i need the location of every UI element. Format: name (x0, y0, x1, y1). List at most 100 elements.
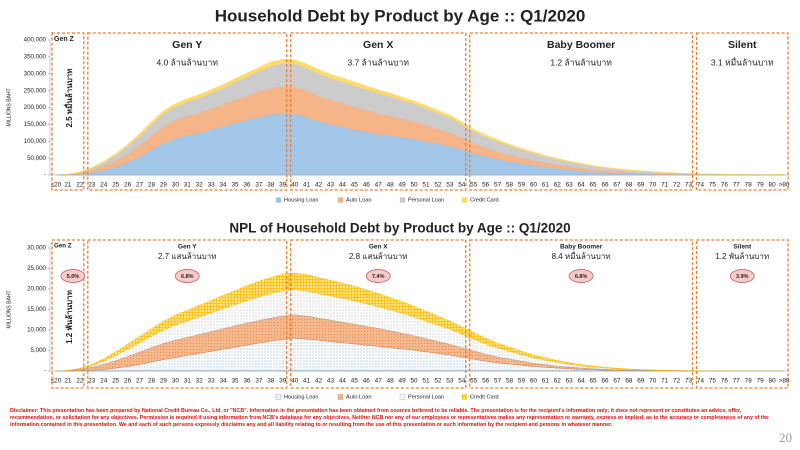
legend-label: Personal Loan (408, 394, 444, 400)
x-tick-label: 66 (601, 378, 609, 385)
area-3 (55, 59, 785, 176)
x-tick-label: 45 (351, 378, 359, 385)
generation-name: Gen Y (178, 244, 197, 251)
x-tick-label: 70 (649, 182, 657, 189)
x-tick-label: 43 (327, 182, 335, 189)
y-tick-label: 400,000 (24, 37, 47, 44)
x-tick-label: 45 (351, 182, 359, 189)
x-tick-label: 25 (112, 182, 120, 189)
x-tick-label: 28 (148, 378, 156, 385)
x-tick-label: 29 (160, 182, 168, 189)
x-tick-label: ≤20 (51, 378, 62, 385)
x-tick-label: 27 (136, 378, 144, 385)
x-tick-label: 33 (208, 378, 216, 385)
generation-amount: 3.7 ล้านล้านบาท (347, 57, 409, 67)
chart-title: NPL of Household Debt by Product by Age … (229, 221, 570, 236)
generation-box (469, 32, 694, 191)
y-axis-title: MILLIONS BAHT (6, 290, 12, 328)
generation-amount: 1.2 พันล้านบาท (64, 290, 74, 344)
y-tick-label: 300,000 (24, 70, 47, 77)
npl-ratio-label: 6.8% (575, 274, 588, 280)
x-tick-label: 77 (733, 378, 741, 385)
x-tick-label: 65 (590, 182, 598, 189)
x-tick-label: 25 (112, 378, 120, 385)
x-tick-label: 66 (601, 182, 609, 189)
generation-amount: 2.5 หมื่นล้านบาท (63, 68, 74, 127)
generation-name: Silent (733, 244, 752, 251)
generation-box (290, 32, 467, 191)
x-tick-label: 61 (542, 182, 550, 189)
generation-amount: 1.2 พันล้านบาท (715, 252, 769, 261)
npl-ratio-badge (60, 269, 86, 283)
x-tick-label: 32 (196, 378, 204, 385)
generation-box (469, 239, 694, 389)
npl-ratio-label: 6.8% (181, 274, 194, 280)
x-tick-label: 21 (64, 182, 72, 189)
x-tick-label: 54 (458, 378, 466, 385)
x-tick-label: 30 (172, 378, 180, 385)
page-number: 20 (779, 430, 792, 445)
x-tick-label: 80 (769, 182, 777, 189)
x-tick-label: 63 (566, 378, 574, 385)
y-tick-label: 100,000 (24, 138, 47, 145)
x-tick-label: 71 (661, 378, 669, 385)
y-tick-label: 15,000 (27, 306, 46, 313)
y-tick-label: 250,000 (24, 87, 47, 94)
x-tick-label: 38 (267, 182, 275, 189)
x-tick-label: 22 (76, 182, 84, 189)
y-tick-label: 50,000 (27, 155, 46, 162)
legend-label: Housing Loan (284, 197, 319, 203)
legend-label: Auto Loan (346, 197, 372, 203)
x-tick-label: 22 (76, 378, 84, 385)
x-tick-label: 80 (769, 378, 777, 385)
generation-box (695, 239, 789, 389)
generation-amount: 2.8 แสนล้านบาท (349, 252, 408, 261)
generation-box (51, 32, 85, 191)
x-tick-label: 74 (697, 182, 705, 189)
y-axis-title: MILLIONS BAHT (6, 88, 12, 126)
x-tick-label: 48 (387, 182, 395, 189)
legend-label: Housing Loan (284, 394, 319, 400)
x-tick-label: 59 (518, 182, 526, 189)
x-tick-label: 31 (184, 182, 192, 189)
x-tick-label: 73 (685, 378, 693, 385)
x-tick-label: 43 (327, 378, 335, 385)
npl-ratio-badge (365, 269, 391, 283)
x-tick-label: 79 (757, 182, 765, 189)
x-tick-label: 33 (208, 182, 216, 189)
x-tick-label: 78 (745, 378, 753, 385)
npl-ratio-badge (729, 269, 755, 283)
y-tick-label: 30,000 (27, 245, 46, 252)
x-tick-label: 38 (267, 378, 275, 385)
x-tick-label: 49 (399, 378, 407, 385)
x-tick-label: 40 (291, 182, 299, 189)
x-tick-label: 67 (613, 378, 621, 385)
x-tick-label: 55 (470, 378, 478, 385)
y-tick-label: 20,000 (27, 286, 46, 293)
x-tick-label: 56 (482, 182, 490, 189)
x-tick-label: 53 (446, 378, 454, 385)
generation-name: Gen X (363, 39, 393, 51)
x-tick-label: 53 (446, 182, 454, 189)
x-tick-label: 44 (339, 378, 347, 385)
x-tick-label: 71 (661, 182, 669, 189)
generation-name: Gen Y (172, 39, 202, 51)
legend-swatch (399, 394, 406, 400)
generation-name: Gen X (369, 244, 388, 251)
legend-swatch (337, 197, 344, 203)
legend-label: Credit Card (470, 197, 499, 203)
x-tick-label: 48 (387, 378, 395, 385)
y-tick-label: 200,000 (24, 104, 47, 111)
x-tick-label: 54 (458, 182, 466, 189)
x-tick-label: 29 (160, 378, 168, 385)
y-tick-label: 150,000 (24, 121, 47, 128)
x-tick-label: 68 (625, 378, 633, 385)
y-tick-label: - (44, 172, 46, 179)
npl-ratio-badge (568, 269, 594, 283)
x-tick-label: 32 (196, 182, 204, 189)
x-tick-label: 27 (136, 182, 144, 189)
npl-ratio-label: 3.9% (736, 274, 749, 280)
generation-name: Silent (728, 39, 757, 51)
x-tick-label: 73 (685, 182, 693, 189)
x-tick-label: 37 (255, 378, 263, 385)
